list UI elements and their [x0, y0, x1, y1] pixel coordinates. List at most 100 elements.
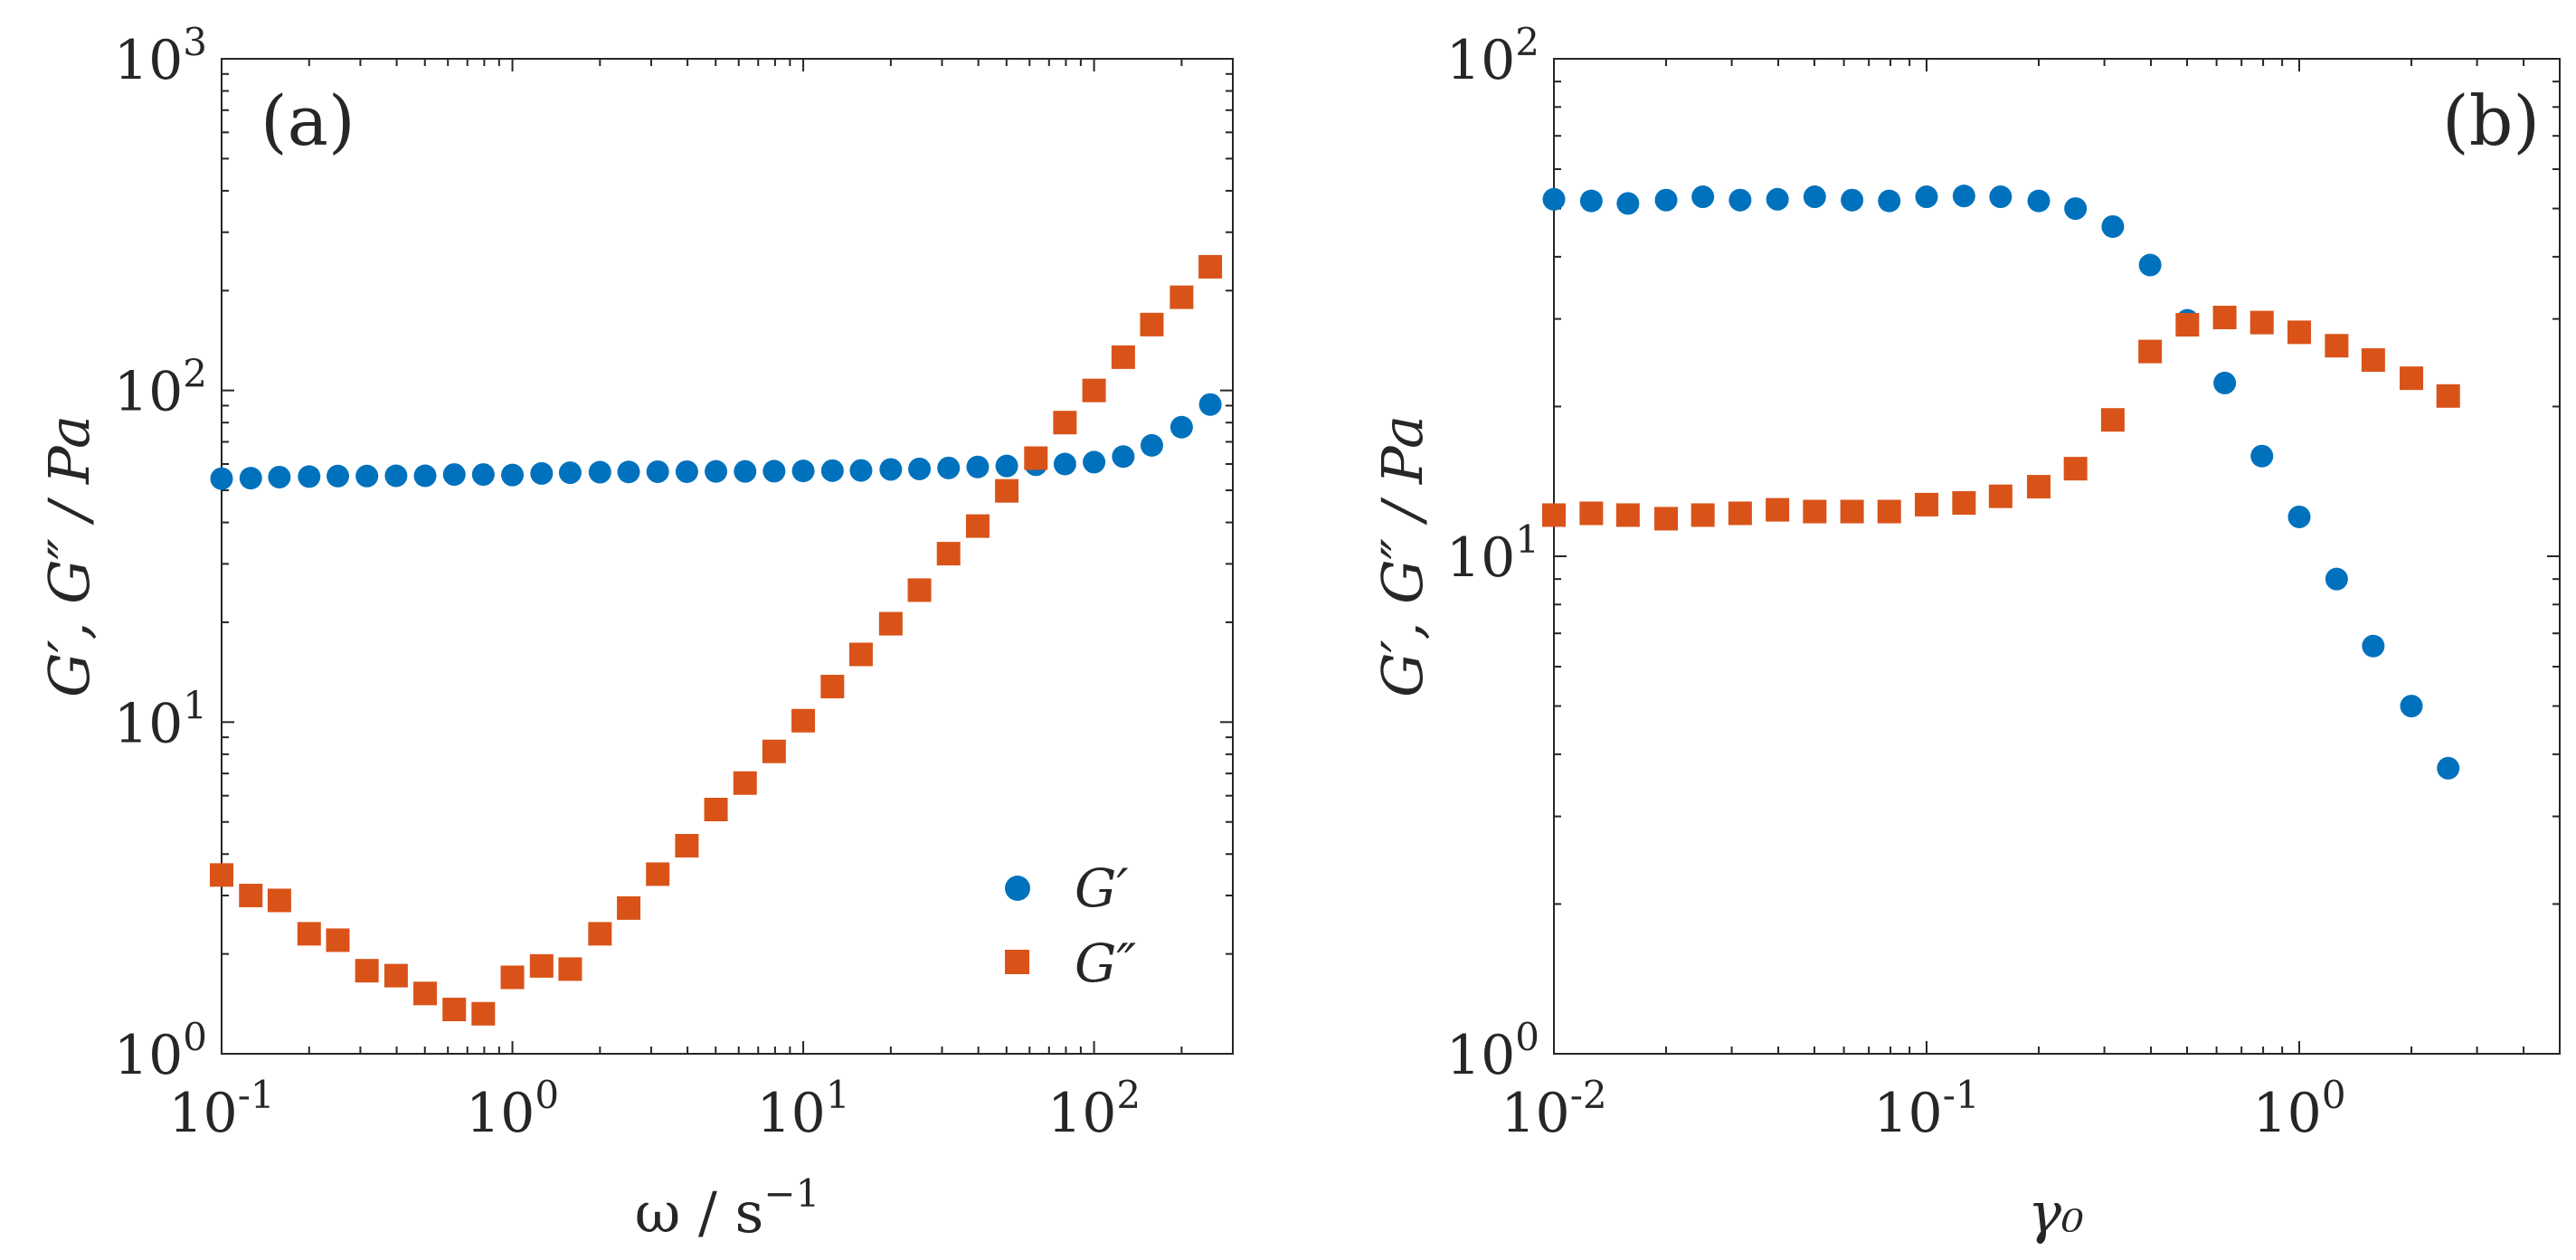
tick-base: 10 — [114, 29, 183, 92]
panel-a-g-double-prime-point — [326, 928, 350, 952]
panel-b-g-prime-point — [1803, 185, 1826, 209]
panel-b-g-prime-point — [2325, 567, 2348, 591]
tick-exponent: 2 — [1515, 20, 1539, 64]
panel-b-g-double-prime-point — [2138, 339, 2163, 364]
panel-a-g-double-prime-point — [646, 862, 670, 886]
panel-a-g-double-prime-point — [1111, 345, 1135, 369]
panel-b-g-double-prime-point — [2175, 313, 2200, 337]
panel-a-ytick-label: 100 — [114, 1015, 207, 1087]
tick-exponent: 0 — [535, 1073, 559, 1117]
panel-a-label: (a) — [260, 81, 355, 161]
legend-label-g-prime: G′ — [1075, 857, 1129, 919]
panel-a-g-double-prime-point — [995, 478, 1019, 503]
panel-b-label: (b) — [2442, 81, 2540, 161]
tick-base: 10 — [1501, 1082, 1569, 1145]
panel-b-g-prime-point — [2437, 756, 2460, 780]
tick-exponent: 1 — [183, 683, 207, 727]
panel-a-g-prime-point — [1198, 393, 1222, 416]
panel-a-g-double-prime-point — [558, 957, 582, 981]
panel-a-series — [210, 254, 1223, 1026]
panel-b-g-double-prime-point — [2400, 366, 2424, 391]
panel-b-plot-area — [1553, 58, 2561, 1055]
panel-a-xtick-label: 102 — [1047, 1073, 1141, 1145]
panel-a-g-prime-point — [239, 467, 262, 490]
tick-exponent: 3 — [183, 20, 207, 64]
panel-b-ytick-label: 102 — [1446, 20, 1539, 92]
panel-a-g-double-prime-point — [1024, 446, 1048, 470]
panel-a-g-prime-point — [327, 464, 350, 488]
panel-a-g-prime-point — [966, 455, 990, 478]
panel-b-xtick-label: 10-1 — [1873, 1073, 1979, 1145]
panel-a-g-double-prime-point — [1140, 312, 1164, 336]
panel-a-xtick-label: 100 — [466, 1073, 559, 1145]
tick-exponent: 2 — [183, 352, 207, 396]
panel-a-g-prime-point — [675, 459, 698, 483]
panel-b-g-double-prime-point — [1877, 499, 1901, 524]
panel-a-g-prime-point — [210, 467, 233, 490]
panel-a-g-prime-point — [413, 464, 437, 488]
tick-base: 10 — [757, 1082, 826, 1145]
panel-b-xtick-label: 10-2 — [1501, 1073, 1606, 1145]
panel-a-ylabel: G′, G″ / Pa — [36, 415, 102, 697]
tick-base: 10 — [2252, 1082, 2321, 1145]
panel-a-g-prime-point — [501, 463, 525, 487]
panel-b-g-double-prime-point — [1915, 492, 1939, 516]
panel-a-g-double-prime-point — [1170, 285, 1194, 309]
panel-a-xlabel-main: ω / s — [635, 1179, 764, 1246]
tick-base: 10 — [1047, 1082, 1116, 1145]
tick-exponent: 0 — [183, 1015, 207, 1059]
panel-b-g-double-prime-point — [2063, 457, 2088, 481]
tick-exponent: -2 — [1570, 1073, 1607, 1117]
panel-a-g-prime-point — [705, 459, 728, 483]
panel-a-g-double-prime-point — [442, 998, 467, 1022]
panel-a-g-prime-point — [298, 465, 321, 488]
panel-b-g-prime-point — [2250, 444, 2274, 468]
panel-a-g-prime-point — [558, 461, 582, 485]
legend: G′ G″ — [1005, 857, 1136, 994]
panel-b-g-double-prime-point — [1766, 497, 1790, 522]
panel-a-g-double-prime-point — [617, 895, 641, 920]
panel-a-g-double-prime-point — [588, 922, 612, 946]
panel-b-g-prime-point — [2362, 634, 2385, 658]
panel-b-g-prime-point — [1841, 188, 1864, 212]
tick-base: 10 — [1446, 29, 1515, 92]
panel-b-xlabel: γ₀ — [2028, 1179, 2084, 1246]
panel-a-g-prime-point — [355, 464, 379, 488]
panel-a-g-prime-point — [646, 459, 669, 483]
panel-a-g-prime-point — [879, 458, 903, 481]
panel-a-plot-area — [221, 58, 1234, 1055]
panel-a-g-prime-point — [908, 457, 932, 480]
tick-base: 10 — [168, 1082, 237, 1145]
panel-a-g-double-prime-point — [267, 888, 291, 913]
panel-b-g-prime-point — [2400, 695, 2423, 718]
panel-a-g-double-prime-point — [413, 981, 438, 1006]
panel-a-g-double-prime-point — [848, 642, 873, 667]
tick-exponent: 0 — [2322, 1073, 2346, 1117]
panel-a-g-prime-point — [762, 459, 786, 483]
panel-a-g-double-prime-point — [936, 542, 961, 566]
tick-base: 10 — [1446, 526, 1515, 590]
legend-label-g-double-prime: G″ — [1075, 933, 1136, 994]
tick-base: 10 — [114, 361, 183, 424]
panel-a-g-double-prime-point — [820, 675, 845, 699]
panel-b-g-prime-point — [2138, 253, 2162, 277]
panel-b-g-double-prime-point — [1803, 499, 1827, 524]
panel-b-ytick-label: 100 — [1446, 1015, 1539, 1087]
panel-b-g-double-prime-point — [1654, 507, 1679, 531]
panel-a-g-prime-point — [588, 460, 611, 484]
panel-b-g-prime-point — [1616, 192, 1640, 215]
panel-a-g-double-prime-point — [1082, 378, 1106, 403]
panel-a-g-double-prime-point — [529, 953, 554, 978]
panel-b-g-prime-point — [2213, 371, 2237, 394]
panel-b-g-prime-point — [1878, 189, 1901, 213]
panel-a-ytick-label: 102 — [114, 352, 207, 424]
panel-b-g-prime-point — [1579, 189, 1603, 213]
panel-b-g-double-prime-point — [1952, 491, 1976, 516]
tick-base: 10 — [1873, 1082, 1942, 1145]
panel-b-g-double-prime-point — [2436, 384, 2460, 408]
panel-a-g-double-prime-point — [239, 884, 263, 908]
panel-a-g-prime-point — [471, 463, 495, 487]
panel-b-g-prime-point — [2101, 214, 2125, 238]
